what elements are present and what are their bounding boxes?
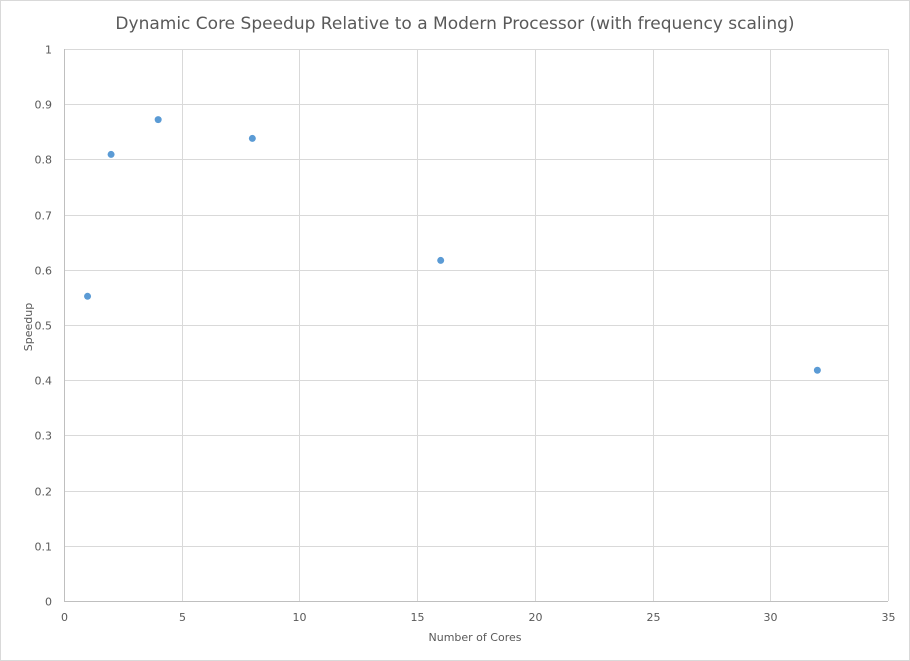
data-point [248, 134, 256, 142]
y-tick-label: 0.1 [35, 541, 53, 554]
y-tick-label: 0.2 [35, 486, 53, 499]
y-tick-label: 0.9 [35, 99, 53, 112]
data-point [107, 150, 115, 158]
data-point [84, 292, 92, 300]
y-axis-title: Speedup [22, 303, 35, 351]
y-tick-label: 1 [45, 44, 52, 57]
x-tick-label: 25 [647, 611, 661, 624]
x-tick-label: 20 [529, 611, 543, 624]
x-axis-tick-labels: 0 5 10 15 20 25 30 35 [61, 611, 896, 624]
y-tick-label: 0.3 [35, 430, 53, 443]
y-tick-label: 0.8 [35, 154, 53, 167]
y-tick-label: 0.6 [35, 265, 53, 278]
x-tick-label: 0 [61, 611, 68, 624]
data-point [154, 116, 162, 124]
gridlines [64, 49, 889, 601]
x-tick-label: 10 [293, 611, 307, 624]
chart-title: Dynamic Core Speedup Relative to a Moder… [115, 14, 794, 34]
x-tick-label: 5 [179, 611, 186, 624]
x-tick-label: 35 [882, 611, 896, 624]
data-point [437, 256, 445, 264]
x-axis-title: Number of Cores [429, 631, 522, 644]
y-tick-label: 0.4 [35, 375, 53, 388]
y-tick-label: 0.7 [35, 210, 53, 223]
data-points [84, 116, 821, 374]
y-tick-label: 0.5 [35, 320, 53, 333]
x-tick-label: 15 [411, 611, 425, 624]
y-axis-tick-labels: 0 0.1 0.2 0.3 0.4 0.5 0.6 0.7 0.8 0.9 1 [35, 44, 53, 609]
x-tick-label: 30 [764, 611, 778, 624]
axes [64, 49, 888, 602]
data-point [813, 366, 821, 374]
y-tick-label: 0 [45, 596, 52, 609]
